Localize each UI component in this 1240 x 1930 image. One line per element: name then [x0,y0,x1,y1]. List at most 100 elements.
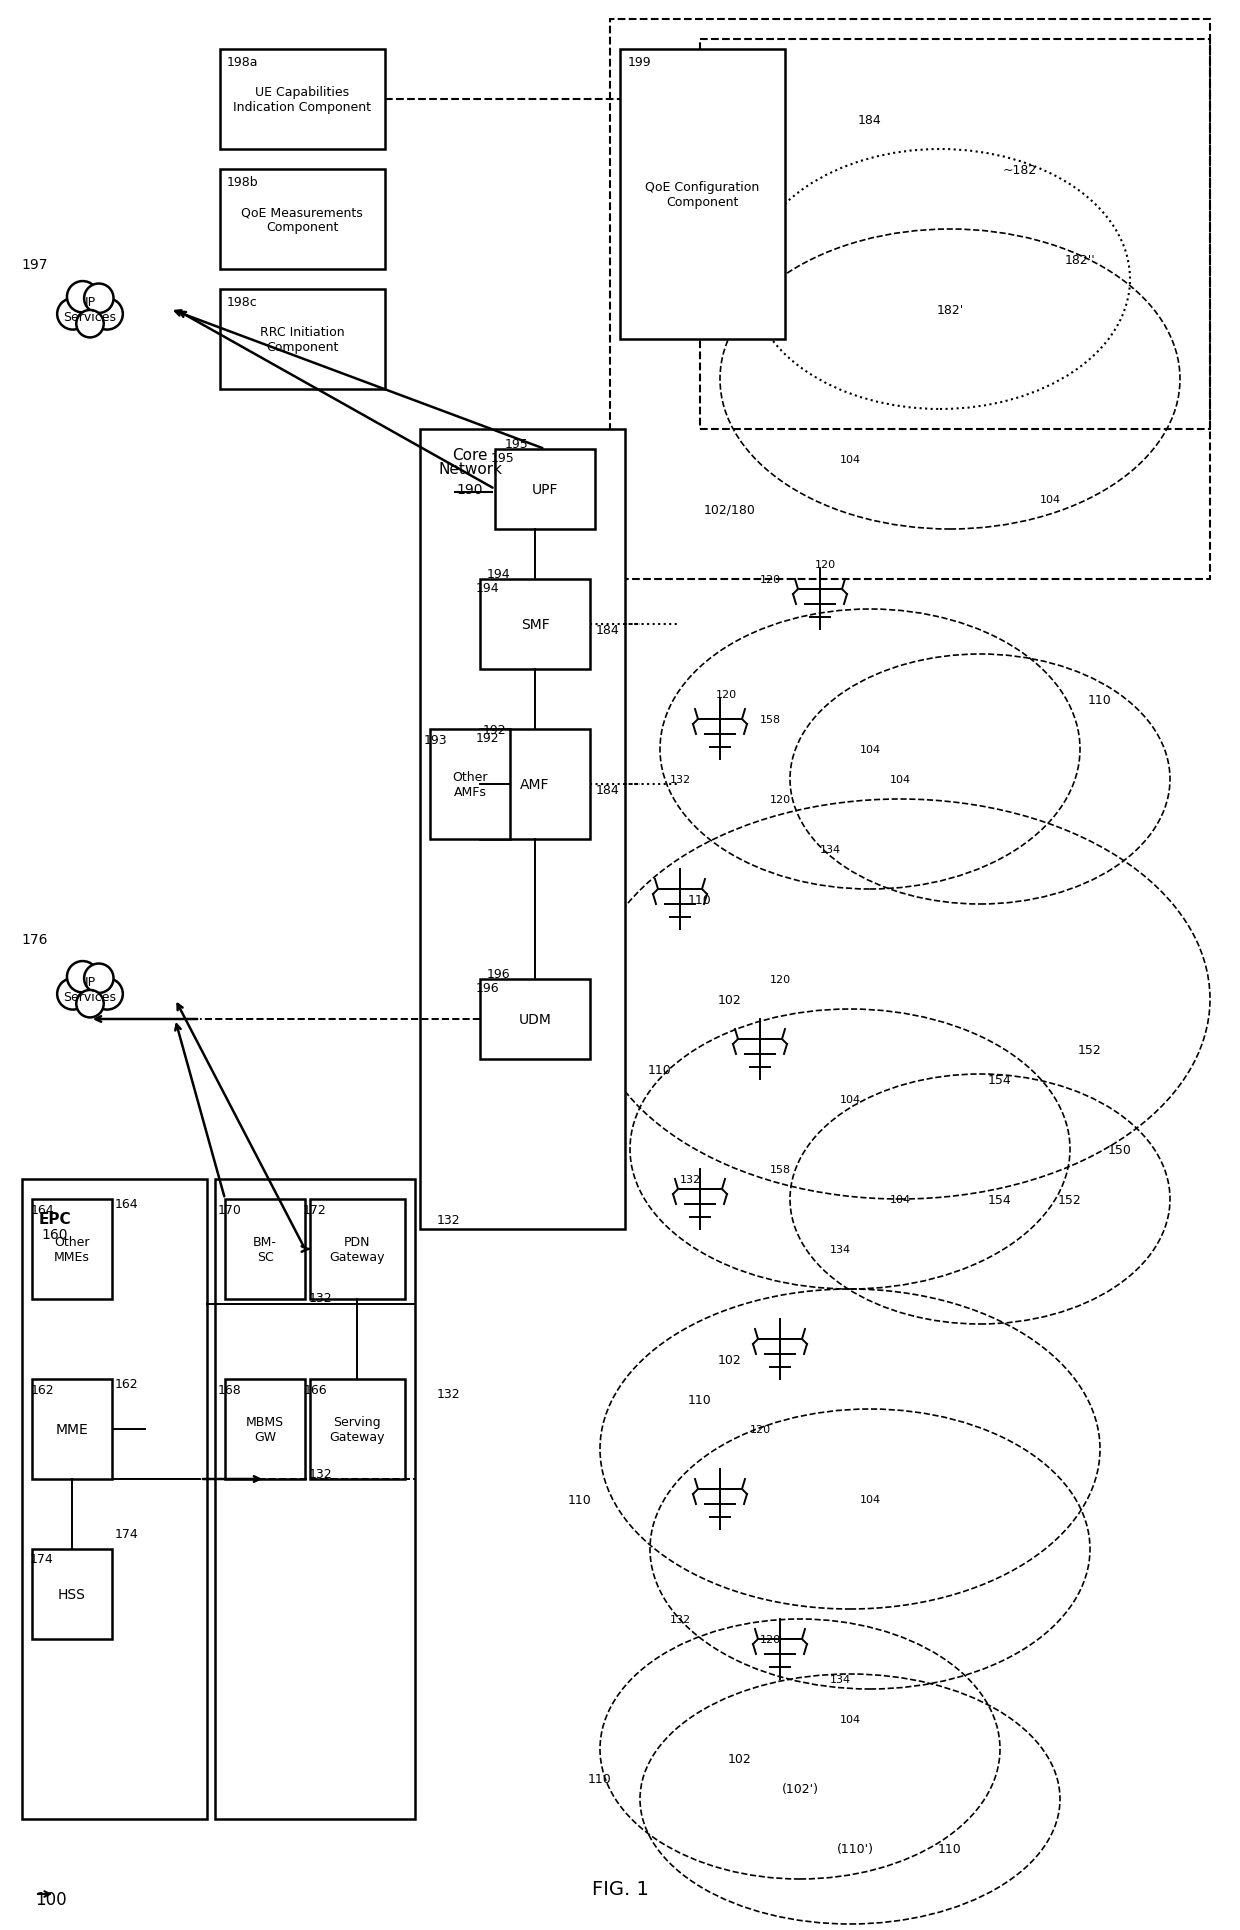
FancyBboxPatch shape [480,730,590,840]
Text: 195: 195 [491,452,515,465]
Text: EPC: EPC [38,1212,72,1227]
Text: 104: 104 [839,1714,861,1723]
Text: FIG. 1: FIG. 1 [591,1880,649,1899]
Text: Network: Network [438,463,502,477]
Text: 182': 182' [936,303,963,317]
Text: 162: 162 [30,1382,53,1395]
Text: 184: 184 [596,623,620,637]
Text: UE Capabilities
Indication Component: UE Capabilities Indication Component [233,87,371,114]
Circle shape [84,284,114,315]
FancyBboxPatch shape [219,290,384,390]
Text: 194: 194 [475,581,498,594]
Circle shape [67,282,98,313]
FancyBboxPatch shape [219,50,384,151]
Text: 182'': 182'' [1065,253,1095,266]
Text: 132: 132 [436,1212,460,1226]
FancyBboxPatch shape [310,1199,405,1299]
Text: 134: 134 [830,1673,851,1685]
FancyBboxPatch shape [620,50,785,340]
Text: 192: 192 [475,731,498,745]
Circle shape [57,299,88,330]
FancyBboxPatch shape [224,1380,305,1478]
Text: 110: 110 [688,1393,712,1405]
Text: 104: 104 [839,1094,861,1104]
Text: QoE Measurements
Component: QoE Measurements Component [241,207,363,234]
Text: 174: 174 [30,1554,53,1565]
Text: 120: 120 [749,1424,770,1434]
Text: 120: 120 [770,975,791,984]
Text: 193: 193 [423,733,446,747]
Text: 192: 192 [484,724,507,735]
FancyBboxPatch shape [32,1199,112,1299]
Text: 198b: 198b [227,176,259,189]
Text: 197: 197 [22,259,48,272]
Text: IP
Services: IP Services [63,975,117,1004]
Text: 132: 132 [436,1388,460,1401]
Text: 134: 134 [830,1245,851,1255]
Text: 110: 110 [588,1772,611,1785]
Text: 158: 158 [759,714,780,724]
Text: 104: 104 [839,455,861,465]
Text: (110'): (110') [837,1843,873,1855]
Text: PDN
Gateway: PDN Gateway [330,1235,384,1264]
Text: 132: 132 [309,1467,332,1480]
FancyBboxPatch shape [420,430,625,1229]
Text: 198a: 198a [227,56,258,68]
Circle shape [92,979,123,1009]
Text: 195: 195 [505,438,528,452]
Text: Serving
Gateway: Serving Gateway [330,1415,384,1444]
Circle shape [67,961,98,992]
Text: 120: 120 [715,689,737,701]
Text: 110: 110 [649,1063,672,1075]
Text: 104: 104 [889,1195,910,1204]
Text: 120: 120 [815,560,836,569]
Circle shape [77,990,104,1017]
Text: 172: 172 [303,1202,327,1216]
Text: 176: 176 [22,932,48,946]
Text: 110: 110 [568,1492,591,1505]
Text: 104: 104 [859,745,880,755]
Text: HSS: HSS [58,1586,86,1602]
Circle shape [92,299,123,330]
Text: 190: 190 [456,482,484,496]
Text: 196: 196 [475,980,498,994]
Text: 154: 154 [988,1193,1012,1206]
Text: (102'): (102') [781,1783,818,1795]
Text: RRC Initiation
Component: RRC Initiation Component [259,326,345,353]
FancyBboxPatch shape [32,1380,112,1478]
FancyBboxPatch shape [480,579,590,670]
Text: 174: 174 [115,1529,139,1540]
Circle shape [84,963,114,994]
FancyBboxPatch shape [32,1550,112,1639]
Circle shape [71,290,109,330]
Text: ~182: ~182 [1003,164,1037,176]
Text: 199: 199 [627,56,652,68]
Text: 102: 102 [728,1752,751,1766]
Text: 152: 152 [1058,1193,1081,1206]
Text: Other
MMEs: Other MMEs [55,1235,91,1264]
Text: 168: 168 [218,1382,242,1395]
Text: 194: 194 [487,567,511,581]
Text: MBMS
GW: MBMS GW [246,1415,284,1444]
Text: 104: 104 [1039,494,1060,506]
Text: 160: 160 [42,1227,68,1241]
Text: 166: 166 [304,1382,327,1395]
Text: 132: 132 [670,1613,691,1625]
Text: 120: 120 [759,575,780,585]
Text: 104: 104 [889,774,910,786]
Text: QoE Configuration
Component: QoE Configuration Component [645,181,759,208]
Text: 120: 120 [759,1635,780,1644]
FancyBboxPatch shape [219,170,384,270]
Circle shape [71,971,109,1009]
Text: 100: 100 [35,1889,67,1909]
Text: 132: 132 [309,1291,332,1305]
FancyBboxPatch shape [430,730,510,840]
Text: 110: 110 [939,1843,962,1855]
Text: 198c: 198c [227,295,258,309]
Text: 104: 104 [859,1494,880,1503]
Text: UDM: UDM [518,1013,552,1027]
FancyBboxPatch shape [310,1380,405,1478]
Text: 184: 184 [596,784,620,795]
Text: MME: MME [56,1422,88,1436]
Text: BM-
SC: BM- SC [253,1235,277,1264]
